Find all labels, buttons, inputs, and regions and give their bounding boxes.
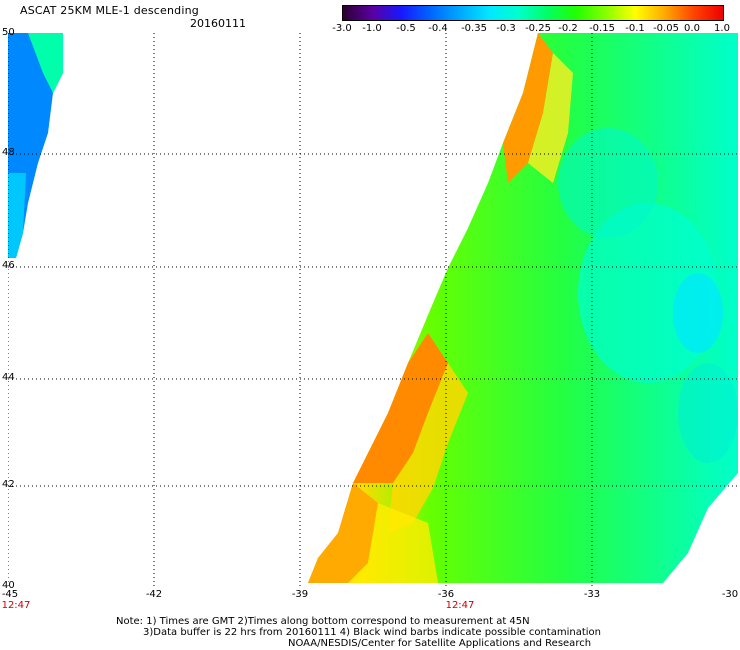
wind-speed-map xyxy=(8,33,738,589)
color-scale-label: -0.25 xyxy=(525,23,551,34)
swath-data xyxy=(8,33,738,583)
time-label: 12:47 xyxy=(445,600,475,611)
swath-yellow-bottom xyxy=(348,503,438,583)
lon-label: -33 xyxy=(583,589,601,600)
swath-cyan-patch xyxy=(558,128,658,238)
lat-label: 40 xyxy=(2,580,15,591)
map-date: 20160111 xyxy=(190,17,246,30)
lat-label: 46 xyxy=(2,260,15,271)
color-scale-label: 0.0 xyxy=(684,23,700,34)
map-title: ASCAT 25KM MLE-1 descending xyxy=(20,4,199,17)
color-scale-label: -1.0 xyxy=(362,23,382,34)
lon-label: -45 xyxy=(1,589,19,600)
swath-orange-bottom xyxy=(308,483,378,583)
color-scale-label: -0.5 xyxy=(396,23,416,34)
swath-yellow-top xyxy=(528,53,573,183)
swath-orange-edge xyxy=(353,333,448,483)
lon-label: -39 xyxy=(291,589,309,600)
nw-swath-light xyxy=(8,173,26,258)
lon-label: -42 xyxy=(145,589,163,600)
color-scale-label: 1.0 xyxy=(714,23,730,34)
footnote-credit: NOAA/NESDIS/Center for Satellite Applica… xyxy=(288,638,592,649)
lat-label: 42 xyxy=(2,479,15,490)
lon-label: -30 xyxy=(721,589,739,600)
swath-orange-top xyxy=(503,33,553,183)
color-scale-label: -0.1 xyxy=(625,23,645,34)
lon-label: -36 xyxy=(437,589,455,600)
gridlines xyxy=(8,33,738,589)
color-scale-label: -0.4 xyxy=(428,23,448,34)
swath-yellow-band xyxy=(388,363,468,533)
color-scale-label: -0.35 xyxy=(461,23,487,34)
footnote-line-2: 3)Data buffer is 22 hrs from 20160111 4)… xyxy=(143,627,601,638)
color-scale-label: -0.2 xyxy=(558,23,578,34)
lat-label: 48 xyxy=(2,147,15,158)
color-scale-label: -3.0 xyxy=(332,23,352,34)
color-scale-label: -0.15 xyxy=(589,23,615,34)
lat-label: 50 xyxy=(2,27,15,38)
swath-cyan-patch xyxy=(673,273,723,353)
footnote-line-1: Note: 1) Times are GMT 2)Times along bot… xyxy=(116,616,530,627)
swath-cyan-patch xyxy=(678,363,738,463)
nw-swath-cyan xyxy=(28,33,63,93)
color-scale-bar xyxy=(342,5,724,21)
lat-label: 44 xyxy=(2,372,15,383)
time-label: 12:47 xyxy=(1,600,31,611)
color-scale-label: -0.3 xyxy=(496,23,516,34)
color-scale-labels: -3.0 -1.0 -0.5 -0.4 -0.35 -0.3 -0.25 -0.… xyxy=(330,23,740,37)
color-scale-label: -0.05 xyxy=(653,23,679,34)
